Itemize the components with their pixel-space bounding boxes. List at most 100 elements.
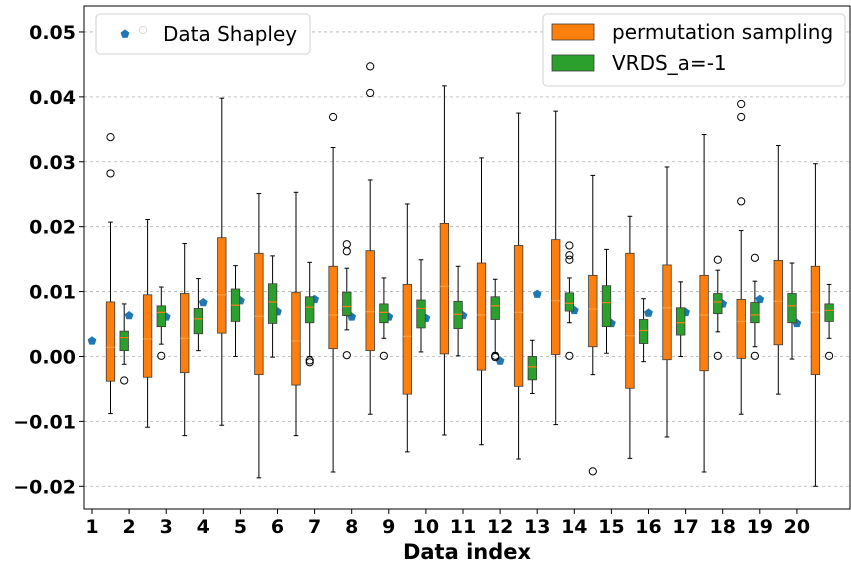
box-permutation xyxy=(699,134,709,473)
box-permutation xyxy=(662,166,672,438)
box-vrds xyxy=(527,339,537,394)
x-tick-label: 18 xyxy=(709,516,735,538)
y-tick-label: 0.02 xyxy=(29,217,76,239)
x-tick-label: 4 xyxy=(197,516,210,538)
legend-swatch xyxy=(551,54,595,72)
x-tick-label: 19 xyxy=(747,516,773,538)
box-vrds xyxy=(638,298,649,363)
legend-marker-data-shapley xyxy=(120,29,130,38)
box-body xyxy=(105,301,116,382)
box-vrds xyxy=(342,240,352,360)
box-vrds xyxy=(119,303,129,385)
outlier-point xyxy=(106,169,115,178)
box-vrds xyxy=(305,261,315,367)
box-body xyxy=(416,299,426,329)
box-permutation xyxy=(365,62,375,415)
box-permutation xyxy=(254,193,264,479)
box-vrds xyxy=(453,265,463,357)
x-tick-label: 20 xyxy=(784,516,810,538)
box-body xyxy=(490,296,500,320)
box-permutation xyxy=(217,97,227,426)
outlier-point xyxy=(379,351,388,360)
y-tick-label: −0.01 xyxy=(13,411,76,433)
y-tick-label: 0.05 xyxy=(29,22,76,44)
box-permutation xyxy=(291,191,301,437)
legend-label-data-shapley: Data Shapley xyxy=(163,22,297,46)
box-body xyxy=(564,292,575,312)
data-shapley-point xyxy=(532,289,542,298)
box-body xyxy=(180,293,190,374)
box-body xyxy=(402,284,412,395)
outlier-point xyxy=(713,255,722,264)
legend-marker-outlier xyxy=(138,25,148,35)
outlier-point xyxy=(120,376,129,385)
box-permutation xyxy=(328,112,338,473)
x-tick-label: 17 xyxy=(672,516,698,538)
box-vrds xyxy=(676,281,686,357)
box-permutation xyxy=(402,203,412,453)
box-permutation xyxy=(180,243,190,437)
box-body xyxy=(810,265,821,376)
box-vrds xyxy=(713,255,723,360)
x-tick-label: 10 xyxy=(413,516,439,538)
box-body xyxy=(439,223,450,355)
outlier-point xyxy=(106,133,115,142)
box-vrds xyxy=(230,265,241,357)
box-body xyxy=(551,239,561,355)
box-vrds xyxy=(564,241,575,360)
box-body xyxy=(513,245,524,387)
box-vrds xyxy=(416,259,426,353)
data-shapley-point xyxy=(198,298,208,307)
box-body xyxy=(328,265,338,350)
outlier-point xyxy=(366,62,375,71)
outlier-point xyxy=(565,251,574,260)
box-body xyxy=(662,264,672,361)
box-vrds xyxy=(824,283,834,360)
x-tick-label: 14 xyxy=(561,516,587,538)
outlier-point xyxy=(737,112,746,122)
outlier-point xyxy=(588,467,597,476)
plot-elements xyxy=(87,62,834,487)
data-shapley-point xyxy=(755,294,765,304)
box-body xyxy=(713,293,723,315)
outlier-point xyxy=(565,255,574,264)
box-body xyxy=(267,283,278,324)
box-vrds xyxy=(601,248,612,354)
box-permutation xyxy=(476,157,487,446)
box-body xyxy=(142,294,153,378)
box-body xyxy=(638,319,649,344)
x-tick-label: 16 xyxy=(635,516,661,538)
box-permutation xyxy=(773,145,783,395)
box-permutation xyxy=(810,163,821,487)
box-body xyxy=(217,237,227,334)
outlier-point xyxy=(491,353,500,362)
data-shapley-point xyxy=(644,308,653,317)
box-body xyxy=(527,356,537,381)
legend-box-right xyxy=(542,13,846,87)
y-tick-label: 0.03 xyxy=(29,152,76,174)
outlier-point xyxy=(157,351,166,360)
legend-swatch xyxy=(551,23,595,41)
x-axis-title: Data index xyxy=(403,540,532,563)
outlier-point xyxy=(565,351,574,360)
box-permutation xyxy=(513,112,524,460)
box-permutation xyxy=(439,85,450,436)
outlier-point xyxy=(342,240,351,249)
legend-label: permutation sampling xyxy=(612,20,833,44)
outlier-point xyxy=(342,247,351,256)
box-body xyxy=(156,305,166,328)
x-tick-label: 15 xyxy=(598,516,624,538)
box-body xyxy=(773,260,783,346)
box-body xyxy=(476,262,487,371)
outlier-point xyxy=(342,351,351,360)
legend-box-left xyxy=(95,13,311,55)
box-permutation xyxy=(588,174,598,476)
x-tick-label: 11 xyxy=(450,516,476,538)
x-tick-label: 5 xyxy=(234,516,247,538)
box-body xyxy=(588,274,598,348)
box-body xyxy=(601,285,612,328)
y-tick-label: 0.00 xyxy=(29,346,76,368)
box-vrds xyxy=(750,253,760,360)
outlier-point xyxy=(366,88,375,98)
